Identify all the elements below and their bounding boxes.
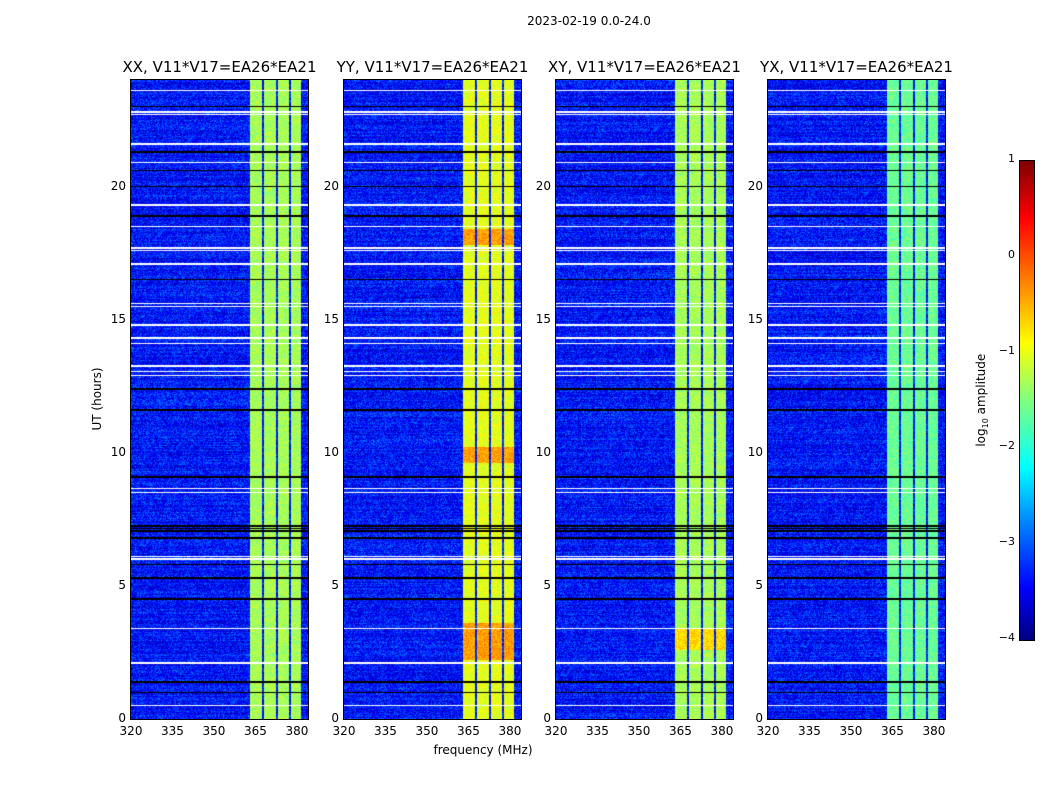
- colorbar-tick-label: 0: [1008, 247, 1015, 261]
- y-tick-label: 5: [331, 577, 339, 592]
- colorbar-tick-label: −4: [998, 631, 1015, 644]
- x-tick-label: 380: [922, 724, 946, 738]
- y-tick-label: 5: [118, 577, 126, 592]
- colorbar-tick-label: −1: [998, 343, 1015, 357]
- x-axis-label: frequency (MHz): [433, 743, 533, 757]
- y-tick-label: 0: [543, 711, 551, 725]
- colorbar-tick-label: 1: [1008, 152, 1015, 165]
- heatmap-panel: [343, 79, 522, 720]
- panel-title: XY, V11*V17=EA26*EA21: [548, 58, 741, 76]
- y-tick-label: 20: [535, 178, 551, 193]
- x-tick-label: 335: [161, 724, 184, 738]
- x-tick-label: 365: [244, 724, 267, 738]
- y-tick-label: 10: [323, 444, 339, 459]
- x-tick-label: 380: [710, 724, 734, 738]
- y-tick-label: 15: [323, 311, 339, 326]
- heatmap-cells: [556, 80, 733, 719]
- x-tick-label: 350: [202, 724, 226, 738]
- y-tick-label: 15: [535, 311, 551, 326]
- x-tick-label: 365: [669, 724, 692, 738]
- x-tick-label: 350: [839, 724, 863, 738]
- colorbar-tick-label: −2: [998, 439, 1015, 453]
- y-tick-label: 5: [543, 577, 551, 592]
- heatmap-cells: [131, 80, 308, 719]
- x-tick-label: 335: [798, 724, 821, 738]
- y-tick-label: 20: [747, 178, 763, 193]
- y-axis-label: UT (hours): [90, 367, 104, 431]
- colorbar-tick-label: −3: [998, 535, 1015, 549]
- panel-title: YX, V11*V17=EA26*EA21: [760, 58, 953, 76]
- x-tick-label: 320: [544, 724, 568, 738]
- panel-title: YY, V11*V17=EA26*EA21: [336, 58, 529, 76]
- y-tick-label: 10: [535, 444, 551, 459]
- x-tick-label: 320: [756, 724, 780, 738]
- colorbar-label: log10 amplitude: [973, 353, 991, 447]
- x-tick-label: 380: [285, 724, 309, 738]
- x-tick-label: 320: [119, 724, 143, 738]
- heatmap-panel: [130, 79, 309, 720]
- y-tick-label: 0: [118, 711, 126, 725]
- y-tick-label: 20: [110, 178, 126, 193]
- y-tick-label: 10: [747, 444, 763, 459]
- heatmap-panel: [555, 79, 734, 720]
- x-tick-label: 335: [586, 724, 609, 738]
- figure-title: 2023-02-19 0.0-24.0: [527, 14, 651, 28]
- y-tick-label: 20: [323, 178, 339, 193]
- x-tick-label: 365: [881, 724, 904, 738]
- x-tick-label: 335: [374, 724, 397, 738]
- x-tick-label: 320: [332, 724, 356, 738]
- y-tick-label: 0: [755, 711, 763, 725]
- y-tick-label: 15: [747, 311, 763, 326]
- panel-title: XX, V11*V17=EA26*EA21: [122, 58, 317, 76]
- y-tick-label: 15: [110, 311, 126, 326]
- x-tick-label: 350: [627, 724, 651, 738]
- colorbar: [1019, 160, 1035, 641]
- heatmap-panel: [767, 79, 946, 720]
- heatmap-cells: [344, 80, 521, 719]
- x-tick-label: 350: [415, 724, 439, 738]
- y-tick-label: 5: [755, 577, 763, 592]
- x-tick-label: 365: [457, 724, 480, 738]
- heatmap-cells: [768, 80, 945, 719]
- y-tick-label: 10: [110, 444, 126, 459]
- x-tick-label: 380: [498, 724, 522, 738]
- y-tick-label: 0: [331, 711, 339, 725]
